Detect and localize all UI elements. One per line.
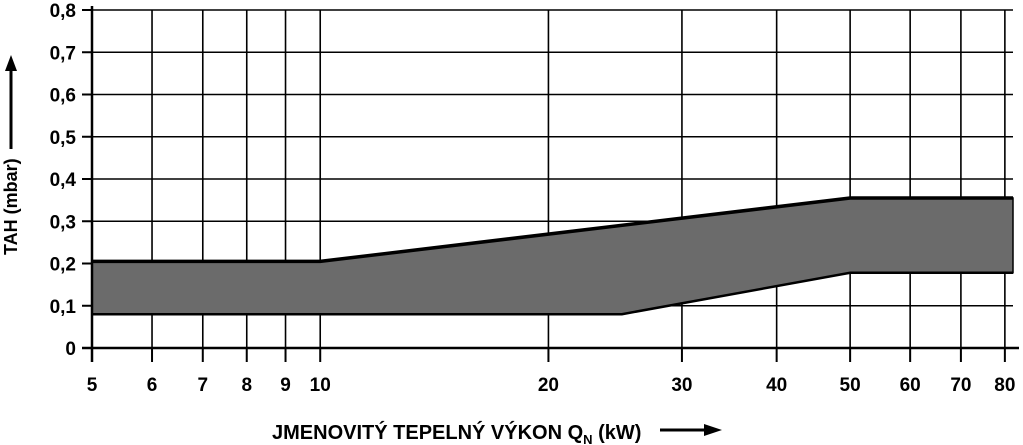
x-tick-label-40: 40 bbox=[766, 375, 787, 396]
x-tick-label-20: 20 bbox=[538, 375, 559, 396]
x-tick-label-60: 60 bbox=[900, 375, 921, 396]
x-tick-label-9: 9 bbox=[280, 375, 291, 396]
svg-text:JMENOVITÝ TEPELNÝ VÝKON QN (kW: JMENOVITÝ TEPELNÝ VÝKON QN (kW) bbox=[272, 420, 641, 445]
draft-band-layer bbox=[91, 196, 1014, 316]
x-tick-label-30: 30 bbox=[671, 375, 692, 396]
y-tick-label-0,3: 0,3 bbox=[50, 212, 76, 233]
x-axis-title-subscript: N bbox=[583, 432, 592, 445]
y-tick-label-0,7: 0,7 bbox=[50, 43, 76, 64]
x-axis-arrow-icon bbox=[660, 424, 722, 436]
x-tick-label-10: 10 bbox=[310, 375, 331, 396]
y-tick-label-0,6: 0,6 bbox=[50, 86, 76, 107]
x-tick-label-80: 80 bbox=[994, 375, 1015, 396]
y-tick-label-0,8: 0,8 bbox=[50, 1, 76, 22]
x-axis-title: JMENOVITÝ TEPELNÝ VÝKON QN (kW) bbox=[272, 420, 722, 445]
y-tick-label-0: 0 bbox=[65, 339, 76, 360]
x-tick-label-50: 50 bbox=[840, 375, 861, 396]
y-axis-title-text: TAH (mbar) bbox=[1, 158, 21, 255]
axis-layer bbox=[82, 6, 1019, 362]
tick-labels: 5 6 7 8 9 10 20 30 40 50 60 70 80 0 0,1 0,2 0,3 0,4 0,5 0,6… bbox=[50, 1, 1016, 396]
x-tick-label-8: 8 bbox=[241, 375, 252, 396]
y-tick-label-0,1: 0,1 bbox=[50, 297, 77, 318]
draft-range-band bbox=[91, 197, 1014, 315]
x-axis-title-unit: (kW) bbox=[593, 422, 642, 444]
x-tick-label-7: 7 bbox=[197, 375, 208, 396]
x-tick-label-70: 70 bbox=[950, 375, 971, 396]
y-axis-arrow-icon bbox=[5, 55, 17, 149]
y-tick-label-0,4: 0,4 bbox=[50, 170, 77, 191]
x-tick-label-6: 6 bbox=[147, 375, 158, 396]
lower-limit-line bbox=[92, 271, 1013, 316]
y-axis-title: TAH (mbar) bbox=[1, 55, 21, 255]
y-tick-label-0,5: 0,5 bbox=[50, 128, 77, 149]
x-axis-title-text: JMENOVITÝ TEPELNÝ VÝKON Q bbox=[272, 420, 583, 444]
y-tick-label-0,2: 0,2 bbox=[50, 255, 76, 276]
x-tick-label-5: 5 bbox=[87, 375, 98, 396]
upper-limit-line bbox=[92, 196, 1013, 264]
